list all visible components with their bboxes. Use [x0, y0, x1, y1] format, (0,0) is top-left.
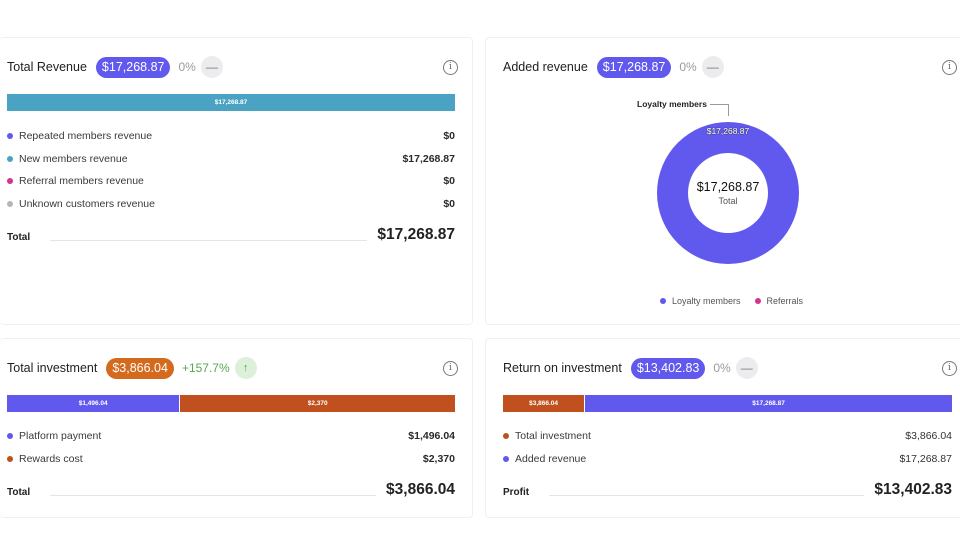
card-title: Total investment	[7, 361, 98, 375]
list-item: Added revenue $17,268.87	[503, 448, 952, 471]
legend-dot	[503, 455, 509, 462]
row-value: $3,866.04	[905, 430, 952, 443]
revenue-breakdown-list: Repeated members revenue $0 New members …	[7, 125, 455, 215]
total-label: Total	[7, 232, 31, 243]
investment-stacked-bar: $1,496.04 $2,370	[7, 395, 455, 412]
change-percent: +157.7%	[181, 361, 230, 375]
legend-dot	[7, 433, 13, 440]
divider	[50, 495, 377, 496]
row-value: $0	[443, 175, 455, 188]
revenue-stacked-bar: $17,268.87	[7, 94, 455, 111]
list-item: Referral members revenue $0	[7, 170, 455, 193]
callout-line	[710, 104, 728, 105]
legend-dot	[7, 178, 13, 185]
divider	[50, 240, 368, 241]
legend-label: Loyalty members	[672, 296, 741, 306]
slice-callout-label: Loyalty members	[637, 99, 707, 109]
total-value: $13,402.83	[874, 481, 952, 498]
row-value: $1,496.04	[408, 430, 455, 443]
row-value: $2,370	[422, 452, 455, 465]
roi-stacked-bar: $3,866.04 $17,268.87	[503, 395, 952, 412]
slice-value-label: $17,268.87	[706, 126, 750, 136]
value-badge: $17,268.87	[95, 56, 171, 78]
callout-line	[728, 104, 729, 116]
total-revenue-card: Total Revenue $17,268.87 0% — i $17,268.…	[0, 37, 473, 325]
row-label: Total investment	[515, 430, 591, 443]
card-title: Added revenue	[503, 60, 588, 74]
row-label: Platform payment	[19, 430, 102, 443]
total-label: Profit	[503, 487, 530, 498]
legend-dot	[660, 298, 666, 304]
value-badge: $13,402.83	[630, 357, 706, 379]
chart-legend: Loyalty members Referrals	[660, 296, 817, 306]
total-row: Total $3,866.04	[7, 481, 455, 499]
row-value: $17,268.87	[402, 152, 455, 165]
row-value: $17,268.87	[899, 452, 952, 465]
profit-row: Profit $13,402.83	[503, 481, 952, 499]
legend-item-loyalty-members[interactable]: Loyalty members	[660, 296, 741, 306]
legend-dot	[7, 133, 13, 140]
total-value: $3,866.04	[386, 481, 455, 498]
total-investment-card: Total investment $3,866.04 +157.7% ↑ i $…	[0, 338, 473, 518]
row-label: Rewards cost	[19, 452, 83, 465]
card-title: Return on investment	[503, 361, 622, 375]
donut-slice-loyalty-members[interactable]: $17,268.87 $17,268.87 Total	[657, 122, 799, 264]
list-item: Total investment $3,866.04	[503, 425, 952, 448]
legend-dot	[7, 455, 13, 462]
info-icon[interactable]: i	[443, 360, 458, 376]
info-icon[interactable]: i	[942, 59, 957, 75]
list-item: New members revenue $17,268.87	[7, 148, 455, 171]
change-percent: 0%	[679, 60, 697, 74]
list-item: Repeated members revenue $0	[7, 125, 455, 148]
roi-breakdown-list: Total investment $3,866.04 Added revenue…	[503, 425, 952, 470]
legend-dot	[754, 298, 761, 304]
legend-item-referrals[interactable]: Referrals	[754, 296, 804, 306]
legend-dot	[7, 155, 13, 162]
bar-segment-total-investment[interactable]: $3,866.04	[503, 395, 586, 412]
trend-flat-icon: —	[200, 56, 223, 78]
donut-total-label: Total	[718, 196, 738, 206]
trend-flat-icon: —	[735, 357, 758, 379]
investment-breakdown-list: Platform payment $1,496.04 Rewards cost …	[7, 425, 455, 470]
row-label: Referral members revenue	[19, 175, 144, 188]
card-header: Total investment $3,866.04 +157.7% ↑ i	[7, 357, 458, 379]
total-label: Total	[7, 487, 31, 498]
donut-chart: $17,268.87 $17,268.87 Total	[657, 122, 799, 264]
row-label: Repeated members revenue	[19, 130, 153, 143]
row-label: New members revenue	[19, 152, 128, 165]
list-item: Platform payment $1,496.04	[7, 425, 455, 448]
bar-segment-added-revenue[interactable]: $17,268.87	[585, 395, 952, 412]
change-percent: 0%	[178, 60, 196, 74]
added-revenue-card: Added revenue $17,268.87 0% — i Loyalty …	[485, 37, 960, 325]
row-label: Unknown customers revenue	[19, 197, 155, 210]
info-icon[interactable]: i	[443, 59, 458, 75]
list-item: Rewards cost $2,370	[7, 448, 455, 471]
info-icon[interactable]: i	[942, 360, 957, 376]
value-badge: $17,268.87	[596, 56, 672, 78]
trend-flat-icon: —	[701, 56, 724, 78]
card-header: Added revenue $17,268.87 0% — i	[503, 56, 957, 78]
card-title: Total Revenue	[7, 60, 87, 74]
donut-total-value: $17,268.87	[696, 180, 760, 194]
row-value: $0	[443, 197, 455, 210]
total-row: Total $17,268.87	[7, 226, 455, 244]
card-header: Return on investment $13,402.83 0% — i	[503, 357, 957, 379]
bar-segment-platform-payment[interactable]: $1,496.04	[7, 395, 181, 412]
bar-segment-new-members[interactable]: $17,268.87	[7, 94, 455, 111]
divider	[549, 495, 865, 496]
return-on-investment-card: Return on investment $13,402.83 0% — i $…	[485, 338, 960, 518]
row-label: Added revenue	[515, 452, 587, 465]
legend-dot	[7, 200, 13, 207]
legend-dot	[503, 433, 509, 440]
bar-segment-rewards-cost[interactable]: $2,370	[180, 395, 455, 412]
change-percent: 0%	[713, 361, 731, 375]
value-badge: $3,866.04	[106, 357, 174, 379]
row-value: $0	[443, 130, 455, 143]
list-item: Unknown customers revenue $0	[7, 193, 455, 216]
card-header: Total Revenue $17,268.87 0% — i	[7, 56, 458, 78]
legend-label: Referrals	[766, 296, 804, 306]
arrow-up-icon: ↑	[234, 357, 257, 379]
total-value: $17,268.87	[377, 226, 455, 243]
donut-center: $17,268.87 Total	[688, 153, 768, 233]
